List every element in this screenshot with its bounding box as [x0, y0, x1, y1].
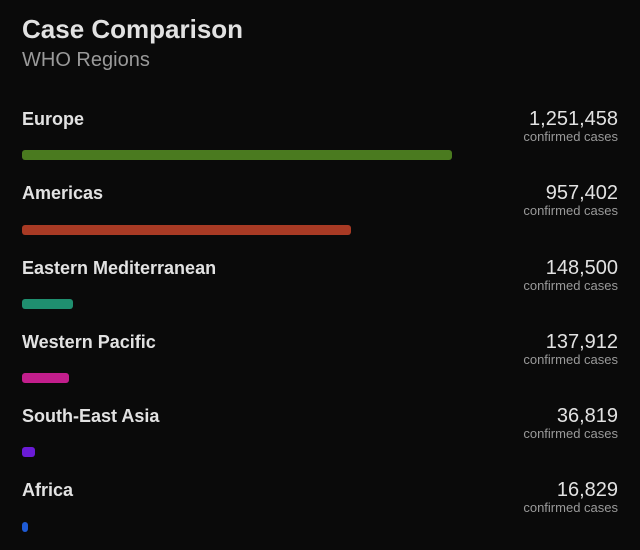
- chart-row-top: Americas 957,402confirmed cases: [22, 182, 618, 218]
- case-count: 137,912: [523, 331, 618, 353]
- bar-track: [22, 373, 452, 383]
- case-count: 957,402: [523, 182, 618, 204]
- case-caption: confirmed cases: [523, 353, 618, 367]
- value-column: 16,829confirmed cases: [523, 479, 618, 515]
- case-count: 148,500: [523, 257, 618, 279]
- chart-row: Europe 1,251,458confirmed cases: [22, 108, 618, 160]
- chart-rows: Europe1,251,458confirmed casesAmericas95…: [22, 108, 618, 532]
- case-caption: confirmed cases: [523, 204, 618, 218]
- value-column: 1,251,458confirmed cases: [523, 108, 618, 144]
- bar: [22, 373, 69, 383]
- case-caption: confirmed cases: [523, 130, 618, 144]
- region-label: Western Pacific: [22, 332, 156, 353]
- case-caption: confirmed cases: [523, 279, 618, 293]
- chart-row-top: Africa 16,829confirmed cases: [22, 479, 618, 515]
- bar: [22, 522, 28, 532]
- bar-track: [22, 299, 452, 309]
- chart-row-top: Eastern Mediterranean 148,500confirmed ca…: [22, 257, 618, 293]
- chart-row-top: Western Pacific 137,912confirmed cases: [22, 331, 618, 367]
- chart-row: Africa 16,829confirmed cases: [22, 479, 618, 531]
- chart-row-top: South-East Asia 36,819confirmed cases: [22, 405, 618, 441]
- bar-track: [22, 522, 452, 532]
- value-column: 148,500confirmed cases: [523, 257, 618, 293]
- panel-subtitle: WHO Regions: [22, 49, 618, 72]
- region-label: Eastern Mediterranean: [22, 258, 216, 279]
- value-column: 36,819confirmed cases: [523, 405, 618, 441]
- bar: [22, 447, 35, 457]
- panel-title: Case Comparison: [22, 14, 618, 45]
- bar-track: [22, 225, 452, 235]
- bar: [22, 150, 452, 160]
- bar-track: [22, 150, 452, 160]
- chart-row: Eastern Mediterranean 148,500confirmed ca…: [22, 257, 618, 309]
- value-column: 957,402confirmed cases: [523, 182, 618, 218]
- chart-row-top: Europe 1,251,458confirmed cases: [22, 108, 618, 144]
- case-caption: confirmed cases: [523, 501, 618, 515]
- value-column: 137,912confirmed cases: [523, 331, 618, 367]
- case-caption: confirmed cases: [523, 427, 618, 441]
- region-label: Europe: [22, 109, 84, 130]
- region-label: Africa: [22, 480, 73, 501]
- bar: [22, 299, 73, 309]
- case-count: 36,819: [523, 405, 618, 427]
- chart-row: Americas 957,402confirmed cases: [22, 182, 618, 234]
- chart-row: South-East Asia 36,819confirmed cases: [22, 405, 618, 457]
- bar-track: [22, 447, 452, 457]
- region-label: Americas: [22, 183, 103, 204]
- bar: [22, 225, 351, 235]
- chart-row: Western Pacific 137,912confirmed cases: [22, 331, 618, 383]
- case-comparison-panel: Case Comparison WHO Regions Europe 1,251,…: [0, 0, 640, 532]
- case-count: 16,829: [523, 479, 618, 501]
- region-label: South-East Asia: [22, 406, 159, 427]
- case-count: 1,251,458: [523, 108, 618, 130]
